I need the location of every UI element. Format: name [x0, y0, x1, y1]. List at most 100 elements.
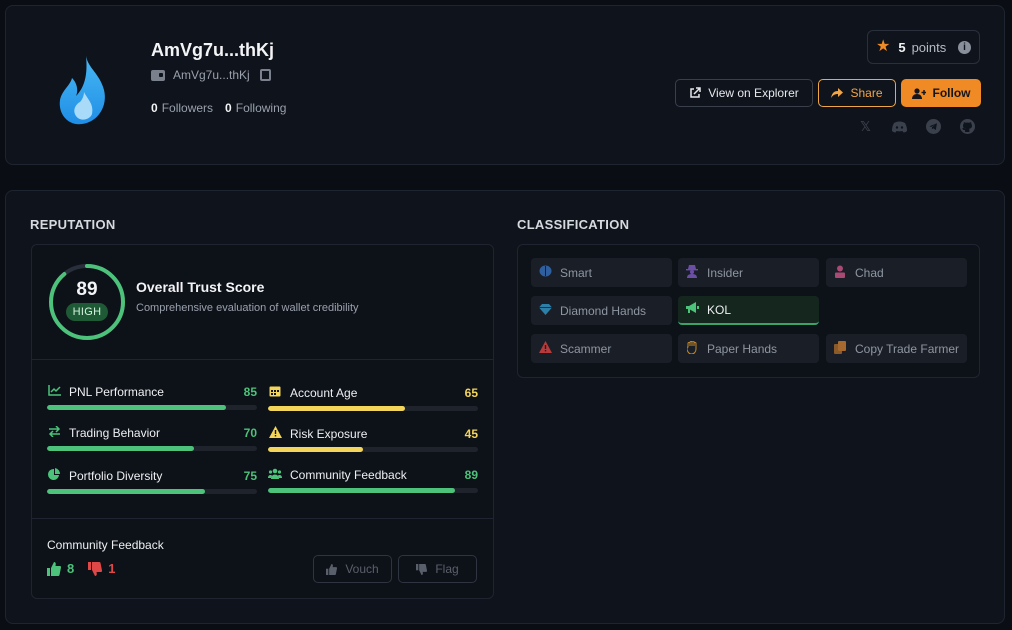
- megaphone-icon: [685, 302, 699, 317]
- vouch-count: 8: [67, 561, 75, 576]
- address-row: AmVg7u...thKj: [151, 68, 271, 82]
- flame-logo-icon: [59, 56, 105, 125]
- external-link-icon: [690, 87, 701, 98]
- follow-label: Follow: [932, 86, 971, 100]
- copy-icon: [833, 340, 847, 357]
- main-card: REPUTATION CLASSIFICATION 89 HIGH Overal…: [5, 190, 1005, 624]
- users-icon: [268, 468, 282, 482]
- followers-count: 0: [151, 101, 158, 115]
- metric-community-feedback: Community Feedback 89: [268, 468, 478, 493]
- metric-label: Community Feedback: [290, 468, 407, 482]
- trust-score-value: 89: [76, 279, 98, 300]
- follow-stats: 0 Followers 0 Following: [151, 101, 286, 115]
- share-icon: [831, 87, 844, 98]
- tag-scammer[interactable]: Scammer: [531, 334, 672, 363]
- metric-value: 85: [243, 385, 257, 399]
- metric-value: 89: [464, 468, 478, 482]
- user-secret-icon: [685, 264, 699, 281]
- points-label: points: [911, 39, 947, 55]
- tag-chad[interactable]: Chad: [826, 258, 967, 287]
- view-on-explorer-button[interactable]: View on Explorer: [675, 79, 813, 107]
- tag-label: Chad: [855, 265, 884, 280]
- metric-label: Account Age: [290, 385, 358, 400]
- classification-panel: Smart Insider Chad Diamond Hands KOL Sca…: [517, 244, 980, 378]
- metric-bar: [47, 405, 257, 410]
- tag-label: Smart: [560, 265, 593, 280]
- metric-bar: [268, 488, 478, 493]
- trust-level-badge: HIGH: [66, 303, 108, 321]
- vouch-button[interactable]: Vouch: [313, 555, 392, 583]
- discord-icon[interactable]: [892, 119, 907, 134]
- metric-bar: [47, 446, 257, 451]
- metric-value: 75: [243, 468, 257, 483]
- metric-bar-fill: [47, 489, 205, 494]
- flag-label: Flag: [435, 562, 459, 576]
- brain-icon: [538, 265, 552, 280]
- copy-icon[interactable]: [259, 69, 271, 81]
- community-feedback-title: Community Feedback: [47, 538, 164, 552]
- thumbs-up-icon: [326, 563, 338, 575]
- followers-stat[interactable]: 0 Followers: [151, 101, 213, 115]
- social-links: 𝕏: [858, 119, 975, 134]
- tag-paper-hands[interactable]: Paper Hands: [678, 334, 819, 363]
- tag-diamond-hands[interactable]: Diamond Hands: [531, 296, 672, 325]
- points-value: 5: [898, 39, 906, 55]
- metric-bar-fill: [47, 446, 194, 451]
- metric-value: 65: [464, 385, 478, 400]
- trust-score-title: Overall Trust Score: [136, 279, 265, 295]
- wallet-address: AmVg7u...thKj: [173, 68, 250, 82]
- x-icon[interactable]: 𝕏: [860, 118, 871, 134]
- tag-insider[interactable]: Insider: [678, 258, 819, 287]
- info-icon[interactable]: i: [958, 40, 971, 54]
- metric-trading-behavior: Trading Behavior 70: [47, 425, 257, 451]
- warning-icon: [538, 341, 552, 356]
- feedback-counts: 8 1: [47, 561, 115, 576]
- trust-score-subtitle: Comprehensive evaluation of wallet credi…: [136, 302, 359, 314]
- telegram-icon[interactable]: [926, 119, 941, 134]
- flag-count: 1: [108, 561, 116, 576]
- tag-label: KOL: [707, 302, 732, 317]
- user-plus-icon: [911, 87, 926, 99]
- diamond-icon: [538, 303, 552, 318]
- tag-label: Insider: [707, 265, 744, 280]
- following-label: Following: [235, 101, 287, 115]
- tag-label: Paper Hands: [707, 341, 778, 356]
- warning-icon: [268, 426, 282, 441]
- exchange-icon: [47, 425, 61, 440]
- metric-bar-fill: [47, 405, 226, 410]
- divider: [32, 518, 493, 519]
- classification-title: CLASSIFICATION: [517, 217, 630, 232]
- reputation-title: REPUTATION: [30, 217, 116, 232]
- following-stat[interactable]: 0 Following: [225, 101, 286, 115]
- follow-button[interactable]: Follow: [901, 79, 981, 107]
- share-button[interactable]: Share: [818, 79, 896, 107]
- user-icon: [833, 265, 847, 281]
- hand-icon: [685, 340, 699, 357]
- tag-kol[interactable]: KOL: [678, 296, 819, 325]
- calendar-icon: [268, 385, 282, 400]
- followers-label: Followers: [161, 101, 214, 115]
- flag-button[interactable]: Flag: [398, 555, 477, 583]
- points-box: ★ 5 points i: [867, 30, 980, 64]
- chart-line-icon: [47, 385, 61, 399]
- metric-risk-exposure: Risk Exposure 45: [268, 426, 478, 452]
- github-icon[interactable]: [960, 119, 975, 134]
- divider: [32, 359, 493, 360]
- share-label: Share: [850, 86, 883, 100]
- metric-bar: [47, 489, 257, 494]
- thumbs-down-icon: [88, 561, 103, 576]
- tag-copy-trade-farmer[interactable]: Copy Trade Farmer: [826, 334, 967, 363]
- wallet-icon: [151, 69, 165, 81]
- metric-bar: [268, 447, 478, 452]
- tag-label: Scammer: [560, 341, 612, 356]
- metric-bar-fill: [268, 447, 363, 452]
- metric-bar-fill: [268, 406, 405, 411]
- metric-value: 45: [464, 426, 478, 441]
- following-count: 0: [225, 101, 232, 115]
- metric-value: 70: [243, 426, 257, 440]
- metric-pnl-performance: PNL Performance 85: [47, 385, 257, 410]
- tag-smart[interactable]: Smart: [531, 258, 672, 287]
- wallet-name: AmVg7u...thKj: [151, 40, 275, 60]
- metric-label: PNL Performance: [69, 385, 164, 399]
- view-on-explorer-label: View on Explorer: [708, 86, 799, 100]
